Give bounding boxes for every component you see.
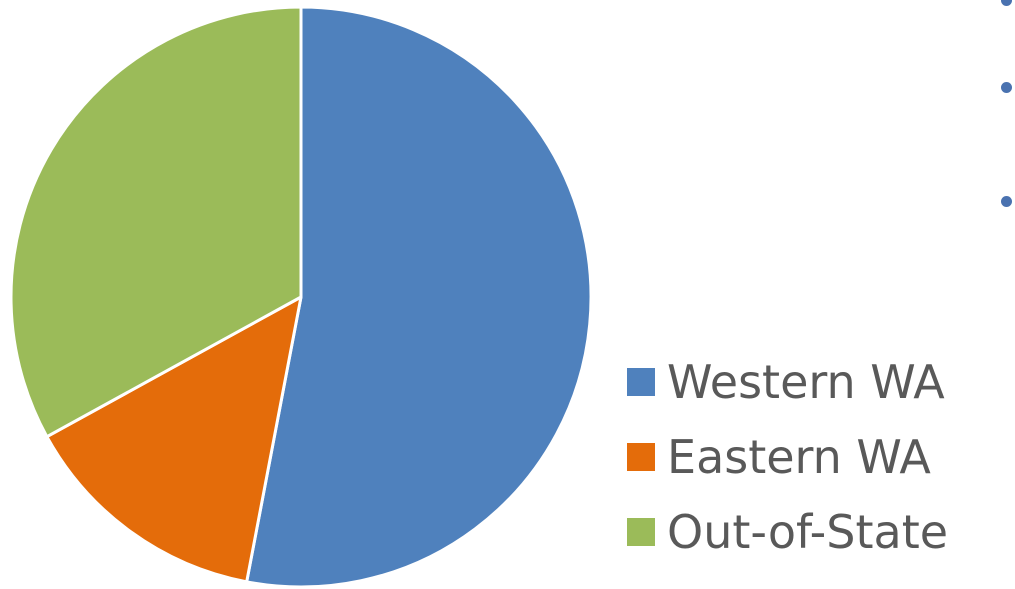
legend-swatch-eastern-wa <box>627 443 655 471</box>
pie-slice-eastern-wa <box>45 295 303 584</box>
legend-label-out-of-state: Out-of-State <box>667 505 949 559</box>
slide-bullet-3 <box>1001 196 1012 207</box>
pie-slice-western-wa <box>245 5 593 589</box>
slide-bullet-2 <box>1001 82 1012 93</box>
legend-label-western-wa: Western WA <box>667 355 945 409</box>
slide-bullet-1 <box>1001 0 1012 6</box>
legend-swatch-western-wa <box>627 368 655 396</box>
legend-label-eastern-wa: Eastern WA <box>667 430 931 484</box>
legend-swatch-out-of-state <box>627 518 655 546</box>
pie-slice-out-of-state <box>9 5 303 439</box>
